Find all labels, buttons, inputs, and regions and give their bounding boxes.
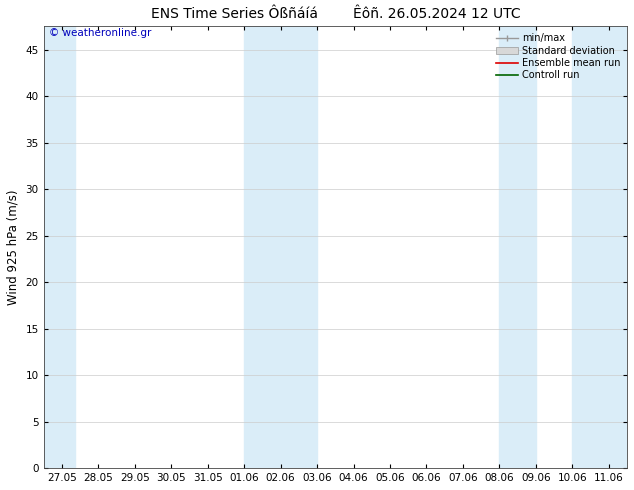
Text: © weatheronline.gr: © weatheronline.gr	[49, 28, 152, 39]
Bar	[500, 26, 536, 468]
Y-axis label: Wind 925 hPa (m/s): Wind 925 hPa (m/s)	[7, 190, 20, 305]
Legend: min/max, Standard deviation, Ensemble mean run, Controll run: min/max, Standard deviation, Ensemble me…	[495, 31, 622, 82]
Bar	[573, 26, 627, 468]
Bar	[44, 26, 75, 468]
Bar	[244, 26, 317, 468]
Title: ENS Time Series Ôßñáíá        Êôñ. 26.05.2024 12 UTC: ENS Time Series Ôßñáíá Êôñ. 26.05.2024 1…	[150, 7, 520, 21]
